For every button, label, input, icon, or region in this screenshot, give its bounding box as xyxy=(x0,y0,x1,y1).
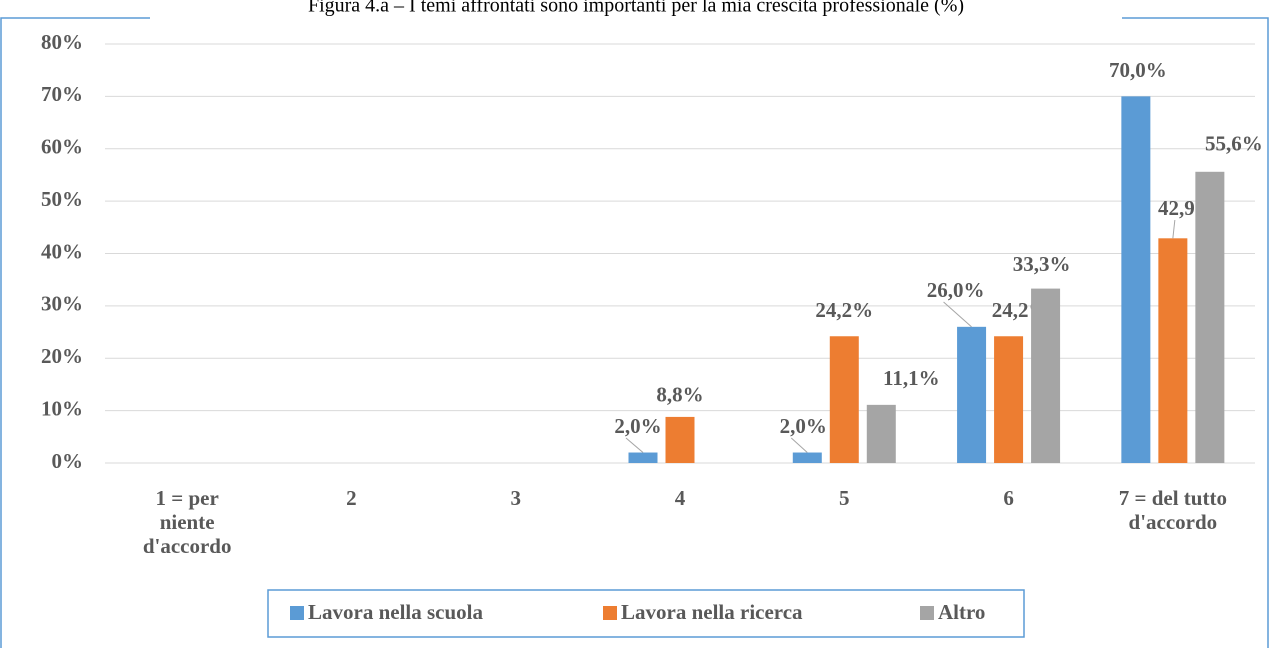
bar xyxy=(957,326,987,463)
x-tick-label: 5 xyxy=(839,486,850,510)
y-tick-label: 30% xyxy=(41,292,83,316)
leader-line xyxy=(625,437,644,453)
data-label: 24,2% xyxy=(815,298,873,322)
bar xyxy=(792,452,822,463)
data-label: 8,8% xyxy=(656,383,703,407)
y-tick-label: 40% xyxy=(41,239,83,263)
chart-title: Figura 4.a – I temi affrontati sono impo… xyxy=(308,0,964,17)
leader-line xyxy=(790,437,808,453)
bar xyxy=(628,452,658,463)
y-tick-label: 0% xyxy=(52,449,84,473)
x-tick-label: 1 = per niente d'accordo xyxy=(142,486,232,558)
x-tick-label: 6 xyxy=(1003,486,1014,510)
bar xyxy=(1195,171,1225,464)
y-tick-label: 50% xyxy=(41,187,83,211)
y-tick-label: 80% xyxy=(41,30,83,54)
legend-swatch xyxy=(290,606,304,620)
bar xyxy=(866,404,896,463)
data-label: 26,0% xyxy=(927,278,985,302)
bar xyxy=(1031,288,1061,463)
x-tick-label: 2 xyxy=(346,486,357,510)
data-label: 2,0% xyxy=(614,414,661,438)
leader-line xyxy=(943,301,972,328)
legend-swatch xyxy=(920,606,934,620)
legend-label: Altro xyxy=(938,600,985,624)
legend-swatch xyxy=(603,606,617,620)
data-label: 55,6% xyxy=(1205,132,1263,156)
bar xyxy=(1121,96,1151,463)
data-label: 11,1% xyxy=(883,366,940,390)
x-tick-label: 3 xyxy=(510,486,521,510)
y-tick-label: 70% xyxy=(41,82,83,106)
bar xyxy=(829,336,859,463)
data-label: 33,3% xyxy=(1013,252,1071,276)
data-label: 2,0% xyxy=(780,414,827,438)
bar xyxy=(665,416,695,463)
y-tick-label: 20% xyxy=(41,344,83,368)
x-tick-label: 4 xyxy=(674,486,686,510)
bar xyxy=(1158,238,1188,463)
legend-box xyxy=(267,589,1025,638)
bar xyxy=(994,336,1024,463)
y-tick-label: 10% xyxy=(41,396,83,420)
legend-label: Lavora nella ricerca xyxy=(621,600,803,624)
x-tick-label: 7 = del tutto d'accordo xyxy=(1118,486,1227,534)
data-label: 70,0% xyxy=(1109,58,1167,82)
legend-label: Lavora nella scuola xyxy=(308,600,484,624)
title-backdrop xyxy=(150,0,1122,20)
y-tick-label: 60% xyxy=(41,135,83,159)
leader-line xyxy=(1172,219,1176,239)
